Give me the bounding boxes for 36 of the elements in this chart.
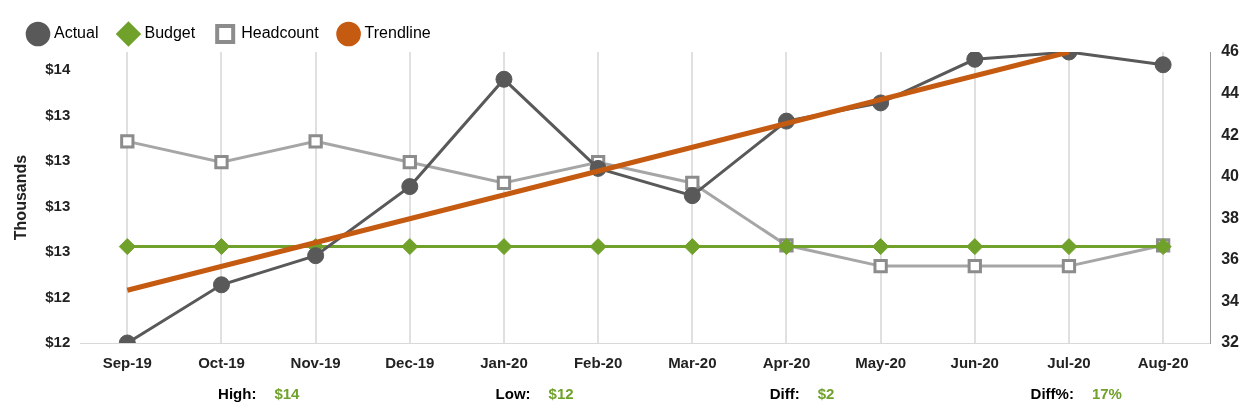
x-tick-label: Oct-19 [198, 354, 245, 372]
legend-label: Headcount [241, 24, 320, 42]
y-tick-label: $12 [45, 287, 71, 305]
x-tick-label: Nov-19 [290, 354, 341, 372]
x-tick-label: Feb-20 [573, 354, 623, 372]
y2-tick-label: 42 [1221, 125, 1240, 143]
y-tick-label: $13 [45, 196, 71, 214]
x-tick-label: Jun-20 [950, 354, 999, 372]
y-tick-label: $13 [45, 151, 71, 169]
y2-tick-label: 46 [1221, 42, 1240, 60]
y-tick-label: $14 [45, 60, 71, 78]
y-tick-label: $13 [45, 105, 71, 123]
x-tick-label: Apr-20 [762, 354, 811, 372]
y-tick-label: $13 [45, 242, 71, 260]
y2-tick-label: 38 [1221, 208, 1240, 226]
legend-label: Actual [54, 24, 99, 42]
text: Low: $12 [495, 385, 574, 402]
legend-label: Budget [144, 24, 196, 42]
x-tick-label: Sep-19 [102, 354, 152, 372]
text: High: $14 [218, 385, 300, 402]
text: Diff: $2 [769, 385, 835, 402]
x-tick-label: Dec-19 [385, 354, 435, 372]
legend-label: Trendline [364, 24, 431, 42]
y2-tick-label: 36 [1221, 250, 1240, 268]
y2-tick-label: 44 [1221, 83, 1240, 101]
text: Diff%: 17% [1030, 385, 1122, 402]
y2-tick-label: 34 [1221, 291, 1240, 309]
y2-tick-label: 40 [1221, 167, 1240, 185]
y-tick-label: $12 [45, 333, 71, 351]
y2-tick-label: 32 [1221, 333, 1240, 351]
x-tick-label: May-20 [855, 354, 907, 372]
x-tick-label: Aug-20 [1137, 354, 1189, 372]
x-tick-label: Jul-20 [1047, 354, 1091, 372]
y-axis-title: Thousands [12, 154, 30, 241]
x-tick-label: Jan-20 [480, 354, 528, 372]
x-tick-label: Mar-20 [668, 354, 717, 372]
